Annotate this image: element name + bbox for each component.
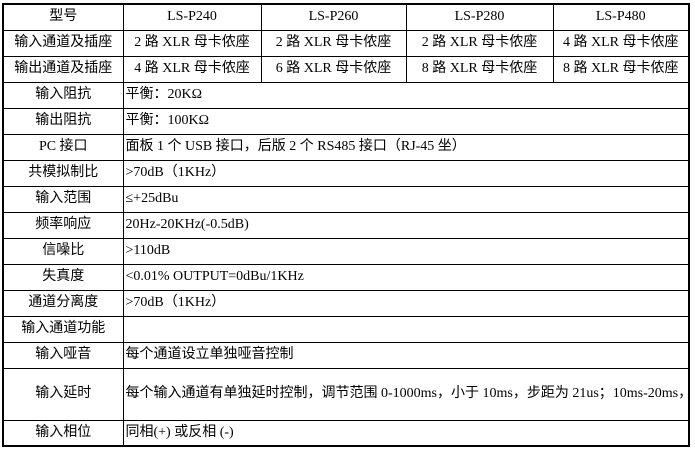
model-name-cell: LS-P240 <box>122 3 262 31</box>
spec-value-cell <box>122 315 690 343</box>
spec-value-cell: 面板 1 个 USB 接口，后版 2 个 RS485 接口（RJ-45 坐） <box>122 133 690 161</box>
model-header-label: 型号 <box>2 3 124 31</box>
spec-label-cell: 输出通道及插座 <box>2 55 124 83</box>
table-row: 输出阻抗 平衡：100KΩ <box>2 107 690 135</box>
spec-label-cell: 共模拟制比 <box>2 159 124 187</box>
spec-label-cell: 输入哑音 <box>2 341 124 369</box>
spec-value-cell: 同相(+) 或反相 (-) <box>122 419 690 447</box>
model-name-cell: LS-P480 <box>552 3 690 31</box>
spec-label-cell: 频率响应 <box>2 211 124 239</box>
spec-value-cell: >70dB（1KHz） <box>122 289 690 317</box>
spec-value-cell: ≤+25dBu <box>122 185 690 213</box>
spec-table: 型号 LS-P240 LS-P260 LS-P280 LS-P480 输入通道及… <box>2 3 690 447</box>
spec-value-cell: 平衡：100KΩ <box>122 107 690 135</box>
spec-value-cell: 20Hz-20KHz(-0.5dB) <box>122 211 690 239</box>
spec-label-cell: 输入阻抗 <box>2 81 124 109</box>
spec-label-cell: 输入相位 <box>2 419 124 447</box>
table-row: 输入延时 每个输入通道有单独延时控制，调节范围 0-1000ms，小于 10ms… <box>2 367 690 421</box>
table-row: 通道分离度 >70dB（1KHz） <box>2 289 690 317</box>
model-name-cell: LS-P280 <box>405 3 554 31</box>
spec-value-cell: 8 路 XLR 母卡侬座 <box>405 55 554 83</box>
spec-label-cell: 通道分离度 <box>2 289 124 317</box>
spec-value-cell: >70dB（1KHz） <box>122 159 690 187</box>
spec-value-cell: 2 路 XLR 母卡侬座 <box>405 29 554 57</box>
spec-label-cell: 输入范围 <box>2 185 124 213</box>
spec-label-cell: 失真度 <box>2 263 124 291</box>
table-row: 输入通道及插座 2 路 XLR 母卡侬座 2 路 XLR 母卡侬座 2 路 XL… <box>2 29 690 57</box>
spec-value-cell: 8 路 XLR 母卡侬座 <box>552 55 690 83</box>
table-row: 信噪比 >110dB <box>2 237 690 265</box>
spec-value-cell: 4 路 XLR 母卡侬座 <box>122 55 262 83</box>
spec-label-cell: 输入通道及插座 <box>2 29 124 57</box>
table-header-row: 型号 LS-P240 LS-P260 LS-P280 LS-P480 <box>2 3 690 31</box>
table-row: 输入阻抗 平衡：20KΩ <box>2 81 690 109</box>
table-row: 失真度 <0.01% OUTPUT=0dBu/1KHz <box>2 263 690 291</box>
spec-value-cell: <0.01% OUTPUT=0dBu/1KHz <box>122 263 690 291</box>
spec-value-cell: 2 路 XLR 母卡侬座 <box>260 29 407 57</box>
spec-label-cell: 输入延时 <box>2 367 124 421</box>
table-row: PC 接口 面板 1 个 USB 接口，后版 2 个 RS485 接口（RJ-4… <box>2 133 690 161</box>
spec-value-cell: 4 路 XLR 母卡侬座 <box>552 29 690 57</box>
table-row: 输入相位 同相(+) 或反相 (-) <box>2 419 690 447</box>
spec-value-cell: 6 路 XLR 母卡侬座 <box>260 55 407 83</box>
spec-value-cell: >110dB <box>122 237 690 265</box>
table-row: 输入范围 ≤+25dBu <box>2 185 690 213</box>
model-name-cell: LS-P260 <box>260 3 407 31</box>
table-row: 输入哑音 每个通道设立单独哑音控制 <box>2 341 690 369</box>
spec-label-cell: PC 接口 <box>2 133 124 161</box>
spec-value-cell: 每个输入通道有单独延时控制，调节范围 0-1000ms，小于 10ms，步距为 … <box>122 367 690 421</box>
spec-value-cell: 每个通道设立单独哑音控制 <box>122 341 690 369</box>
spec-value-cell: 2 路 XLR 母卡侬座 <box>122 29 262 57</box>
table-row: 输入通道功能 <box>2 315 690 343</box>
table-row: 频率响应 20Hz-20KHz(-0.5dB) <box>2 211 690 239</box>
spec-label-cell: 输入通道功能 <box>2 315 124 343</box>
table-row: 输出通道及插座 4 路 XLR 母卡侬座 6 路 XLR 母卡侬座 8 路 XL… <box>2 55 690 83</box>
table-row: 共模拟制比 >70dB（1KHz） <box>2 159 690 187</box>
spec-label-cell: 信噪比 <box>2 237 124 265</box>
spec-label-cell: 输出阻抗 <box>2 107 124 135</box>
spec-value-cell: 平衡：20KΩ <box>122 81 690 109</box>
